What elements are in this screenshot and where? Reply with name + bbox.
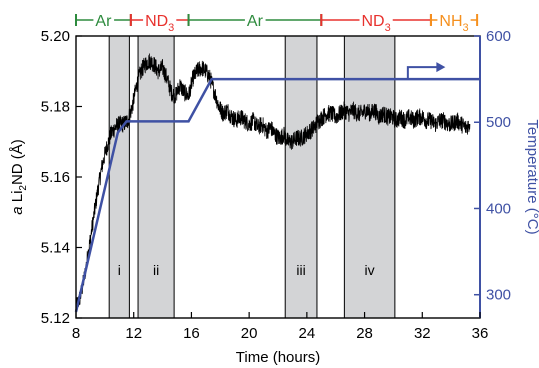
shaded-region	[284, 35, 318, 319]
region-label: iv	[365, 262, 375, 278]
gas-label: NH3	[439, 13, 468, 34]
y-tick-label: 5.12	[41, 310, 70, 327]
region-label: ii	[153, 262, 159, 278]
x-tick-label: 20	[241, 325, 258, 342]
x-tick-label: 16	[183, 325, 200, 342]
shaded-regions: i ii iii iv	[108, 35, 396, 319]
x-tick-label: 8	[72, 325, 80, 342]
shaded-region	[343, 35, 396, 319]
temperature-axis-pointer	[406, 66, 440, 80]
y2-axis-label: Temperature (°C)	[524, 119, 539, 234]
region-label: i	[118, 262, 121, 278]
y2-tick-label: 600	[486, 28, 511, 45]
gas-label-background	[244, 17, 266, 23]
x-tick-label: 32	[414, 325, 431, 342]
x-tick-label: 24	[299, 325, 316, 342]
y-tick-label: 5.16	[41, 169, 70, 186]
temperature-axis-pointer-head	[436, 62, 446, 73]
y-tick-label: 5.18	[41, 99, 70, 116]
x-tick-label: 36	[472, 325, 489, 342]
x-tick-label: 12	[125, 325, 142, 342]
y-axis-label: a Li2ND (Å)	[9, 139, 29, 215]
y-tick-label: 5.20	[41, 28, 70, 45]
ticks: 8 12 16 20 24 28 32 36 5.12 5.14 5.16 5.18 5.20 300 40…	[41, 28, 511, 342]
temperature-line	[74, 77, 480, 313]
region-label: iii	[296, 262, 305, 278]
gas-atmosphere-bar: Ar ND3 Ar ND3 NH3	[75, 13, 479, 34]
shaded-region	[137, 35, 175, 319]
gas-label-background	[359, 17, 393, 23]
gas-label: Ar	[247, 13, 264, 30]
lattice-parameter-line	[75, 53, 471, 311]
gas-label: ND3	[361, 13, 390, 34]
y2-tick-label: 400	[486, 200, 511, 217]
series-layer	[74, 53, 480, 313]
x-axis-label: Time (hours)	[236, 349, 320, 366]
y2-tick-label: 300	[486, 287, 511, 304]
gas-label: ND3	[145, 13, 174, 34]
gas-label-background	[437, 17, 471, 23]
y2-tick-label: 500	[486, 114, 511, 131]
gas-label-background	[93, 17, 115, 23]
gas-label-background	[143, 17, 177, 23]
y-tick-label: 5.14	[41, 240, 70, 257]
gas-label: Ar	[95, 13, 112, 30]
x-tick-label: 28	[356, 325, 373, 342]
